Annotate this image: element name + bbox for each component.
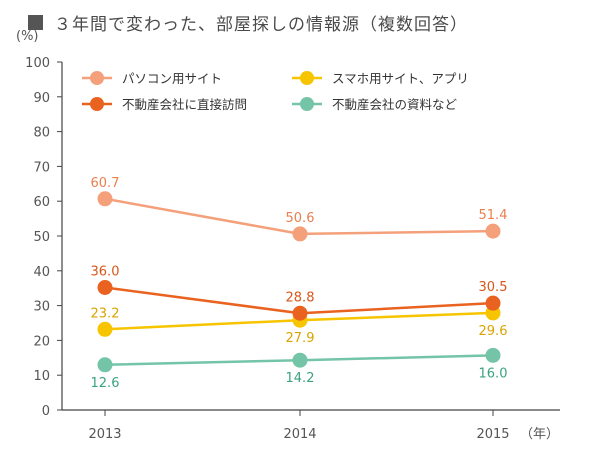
data-label: 12.6: [91, 376, 120, 391]
legend-marker: [300, 97, 314, 111]
data-label: 36.0: [91, 265, 120, 280]
y-tick-label: 30: [33, 300, 50, 315]
data-label: 16.0: [479, 366, 508, 381]
data-point: [97, 280, 113, 296]
y-tick-label: 80: [33, 126, 50, 141]
chart-title: ３年間で変わった、部屋探しの情報源（複数回答）: [54, 15, 468, 35]
data-point: [292, 226, 308, 242]
x-tick-label: 2015: [476, 427, 509, 442]
y-tick-label: 40: [33, 265, 50, 280]
x-tick-label: 2013: [88, 427, 121, 442]
data-label: 30.5: [479, 280, 508, 295]
data-label: 23.2: [91, 306, 120, 321]
legend-label: 不動産会社の資料など: [332, 97, 458, 112]
y-axis-label: (%): [16, 29, 39, 44]
y-tick-label: 60: [33, 195, 50, 210]
data-point: [292, 305, 308, 321]
data-point: [97, 321, 113, 337]
data-label: 51.4: [479, 208, 508, 223]
y-tick-label: 50: [33, 230, 50, 245]
data-label: 50.6: [286, 211, 315, 226]
data-point: [292, 352, 308, 368]
data-point: [485, 295, 501, 311]
legend-marker: [300, 71, 314, 85]
y-tick-label: 10: [33, 369, 50, 384]
legend-label: 不動産会社に直接訪問: [122, 97, 247, 112]
data-point: [485, 223, 501, 239]
legend-label: スマホ用サイト、アプリ: [332, 71, 469, 86]
data-label: 29.6: [479, 324, 508, 339]
data-point: [485, 347, 501, 363]
y-tick-label: 100: [25, 56, 50, 71]
data-label: 27.9: [286, 331, 315, 346]
y-tick-label: 70: [33, 160, 50, 175]
x-axis-label: （年）: [520, 427, 559, 442]
legend-marker: [90, 97, 104, 111]
title-square-icon: [28, 15, 43, 30]
data-label: 14.2: [286, 371, 315, 386]
y-tick-label: 90: [33, 91, 50, 106]
y-tick-label: 20: [33, 334, 50, 349]
data-point: [97, 191, 113, 207]
data-point: [97, 357, 113, 373]
data-label: 60.7: [91, 176, 120, 191]
legend-marker: [90, 71, 104, 85]
data-label: 28.8: [286, 290, 315, 305]
x-tick-label: 2014: [283, 427, 316, 442]
legend-label: パソコン用サイト: [122, 71, 222, 86]
y-tick-label: 0: [42, 404, 50, 419]
